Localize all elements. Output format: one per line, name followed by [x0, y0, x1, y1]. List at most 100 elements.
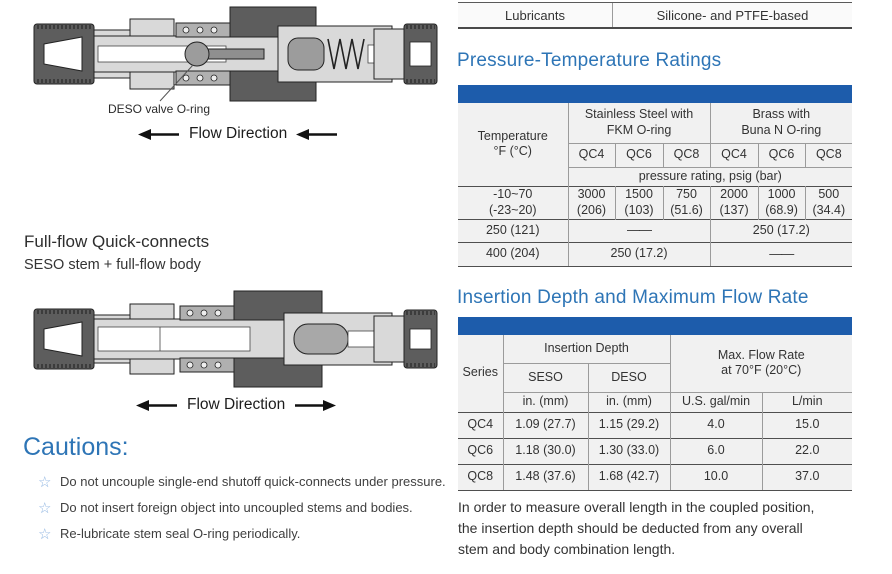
- arrow-right-icon: [295, 399, 337, 411]
- brass-group-header-cell: Brass with Buna N O-ring: [710, 103, 852, 143]
- lpm-cell: 22.0: [762, 437, 852, 464]
- bar-value: (206): [576, 202, 607, 217]
- deso-quick-connect-cross-section-diagram: [33, 6, 438, 102]
- bar-value: (51.6): [670, 202, 703, 217]
- deso-depth-cell: 1.68 (42.7): [588, 463, 671, 491]
- fullflow-section-title: Full-flow Quick-connects: [24, 232, 210, 251]
- series-header-cell: QC4: [568, 142, 616, 167]
- insertion-depth-header-cell: Insertion Depth: [503, 335, 671, 363]
- insertion-depth-title: Insertion Depth and Maximum Flow Rate: [457, 287, 809, 308]
- psig-value: 1000: [767, 186, 796, 201]
- arrow-left-icon: [296, 128, 338, 140]
- max-flow-rate-header-cell: Max. Flow Rate at 70°F (20°C): [670, 335, 852, 392]
- group-header-line: FKM O-ring: [606, 122, 672, 137]
- flow-direction-row-2: Flow Direction: [136, 396, 337, 414]
- deso-oring-label: DESO valve O-ring: [108, 102, 211, 116]
- temperature-header-cell: Temperature °F (°C): [458, 103, 569, 186]
- psig-value: 2000: [720, 186, 748, 201]
- flow-direction-label: Flow Direction: [189, 125, 288, 142]
- pressure-cell: 1500 (103): [615, 185, 664, 219]
- psig-value: 500: [818, 186, 840, 201]
- bar-value: (68.9): [765, 202, 798, 217]
- flow-direction-label: Flow Direction: [187, 396, 286, 413]
- series-header-cell: Series: [458, 335, 504, 412]
- caution-item: ☆ Do not uncouple single-end shutoff qui…: [38, 474, 446, 500]
- pressure-cell: 2000 (137): [710, 185, 759, 219]
- pressure-cell: 500 (34.4): [805, 185, 853, 219]
- pressure-temperature-ratings-title: Pressure-Temperature Ratings: [457, 50, 722, 71]
- star-bullet-icon: ☆: [38, 500, 52, 517]
- series-cell: QC8: [458, 463, 504, 491]
- pressure-cell: 250 (17.2): [568, 241, 711, 267]
- max-flow-line: Max. Flow Rate: [717, 347, 805, 362]
- temp-range-line: -10~70: [493, 186, 533, 201]
- arrow-left-icon: [136, 399, 177, 411]
- table-row: QC4 1.09 (27.7) 1.15 (29.2) 4.0 15.0: [458, 411, 852, 438]
- pressure-rating-subheader-cell: pressure rating, psig (bar): [568, 166, 853, 186]
- note-line: stem and body combination length.: [458, 541, 676, 557]
- unit-header-cell: L/min: [762, 391, 852, 412]
- temp-range-line: (-23~20): [488, 202, 537, 217]
- cautions-list: ☆ Do not uncouple single-end shutoff qui…: [38, 474, 446, 552]
- deso-depth-cell: 1.30 (33.0): [588, 437, 671, 464]
- pressure-cell: ——: [710, 241, 853, 267]
- temperature-header-line2: °F (°C): [493, 144, 532, 159]
- bar-value: (103): [624, 202, 654, 217]
- unit-header-cell: U.S. gal/min: [670, 391, 763, 412]
- gpm-cell: 6.0: [670, 437, 763, 464]
- lpm-cell: 37.0: [762, 463, 852, 491]
- temperature-header-line1: Temperature: [477, 128, 548, 143]
- series-header-cell: QC4: [710, 142, 759, 167]
- series-cell: QC6: [458, 437, 504, 464]
- caution-text: Do not uncouple single-end shutoff quick…: [60, 474, 446, 489]
- pressure-cell: 3000 (206): [568, 185, 616, 219]
- table-row: SESO DESO: [458, 362, 852, 392]
- group-header-line: Buna N O-ring: [741, 122, 822, 137]
- table-row: QC8 1.48 (37.6) 1.68 (42.7) 10.0 37.0: [458, 463, 852, 491]
- arrow-left-icon: [138, 128, 179, 140]
- pressure-temperature-table: Temperature °F (°C) Stainless Steel with…: [458, 103, 853, 267]
- unit-header-cell: in. (mm): [588, 391, 671, 412]
- temperature-cell: 250 (121): [458, 218, 569, 242]
- series-header-cell: QC6: [758, 142, 806, 167]
- max-flow-line: at 70°F (20°C): [721, 363, 802, 378]
- table-row: pressure rating, psig (bar): [458, 166, 853, 186]
- group-header-line: Brass with: [752, 107, 811, 122]
- table-row: QC6 1.18 (30.0) 1.30 (33.0) 6.0 22.0: [458, 437, 852, 464]
- pressure-cell: 250 (17.2): [710, 218, 853, 242]
- gpm-cell: 4.0: [670, 411, 763, 438]
- psig-value: 1500: [625, 186, 653, 201]
- psig-value: 750: [676, 186, 697, 201]
- insertion-depth-table: Series Insertion Depth Max. Flow Rate at…: [458, 335, 852, 491]
- seso-depth-cell: 1.18 (30.0): [503, 437, 589, 464]
- lubricants-label: Lubricants: [458, 3, 613, 27]
- series-cell: QC4: [458, 411, 504, 438]
- caution-item: ☆ Re-lubricate stem seal O-ring periodic…: [38, 526, 446, 552]
- star-bullet-icon: ☆: [38, 526, 52, 543]
- seso-depth-cell: 1.48 (37.6): [503, 463, 589, 491]
- deso-depth-cell: 1.15 (29.2): [588, 411, 671, 438]
- bar-value: (137): [719, 202, 749, 217]
- series-header-cell: QC8: [663, 142, 711, 167]
- stainless-group-header-cell: Stainless Steel with FKM O-ring: [568, 103, 711, 143]
- seso-header-cell: SESO: [503, 362, 589, 392]
- pressure-cell: 750 (51.6): [663, 185, 711, 219]
- table-row: 250 (121) —— 250 (17.2): [458, 218, 853, 242]
- unit-header-cell: in. (mm): [503, 391, 589, 412]
- temperature-cell: 400 (204): [458, 241, 569, 267]
- caution-text: Re-lubricate stem seal O-ring periodical…: [60, 526, 301, 541]
- note-line: In order to measure overall length in th…: [458, 499, 815, 515]
- insertion-table-header-bar: [458, 317, 852, 335]
- table-row: QC4 QC6 QC8 QC4 QC6 QC8: [458, 142, 853, 167]
- measurement-note: In order to measure overall length in th…: [458, 497, 814, 560]
- psig-value: 3000: [577, 186, 606, 201]
- cautions-title: Cautions:: [23, 433, 129, 461]
- pressure-cell: ——: [568, 218, 711, 242]
- series-header-cell: QC6: [615, 142, 664, 167]
- lubricants-table-row: Lubricants Silicone- and PTFE-based: [458, 2, 852, 29]
- lubricants-value: Silicone- and PTFE-based: [656, 7, 809, 23]
- flow-direction-row-1: Flow Direction: [138, 125, 338, 143]
- temperature-cell: -10~70 (-23~20): [458, 185, 569, 219]
- table-row: Temperature °F (°C) Stainless Steel with…: [458, 103, 852, 186]
